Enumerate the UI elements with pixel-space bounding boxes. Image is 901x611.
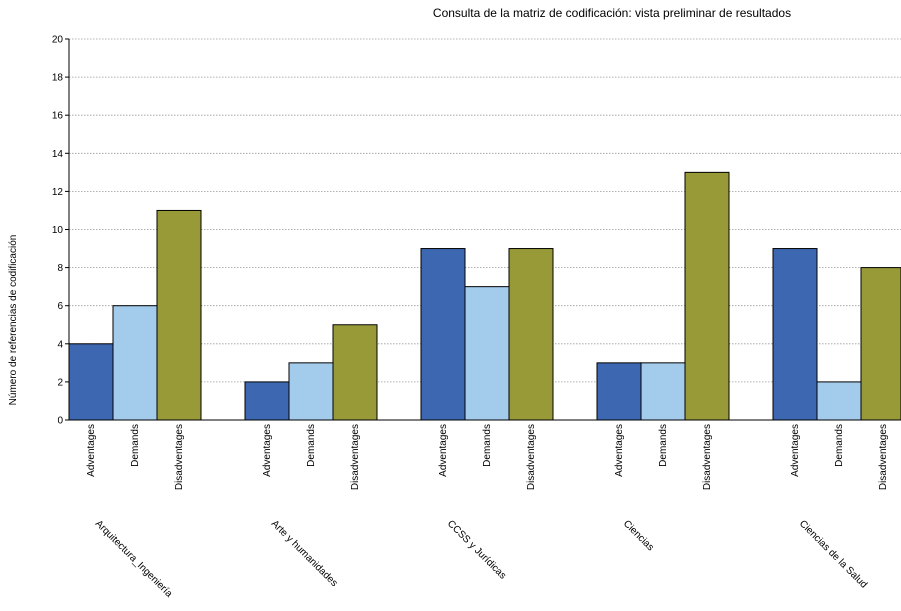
- y-tick-label: 6: [57, 301, 63, 312]
- y-tick-label: 0: [57, 416, 63, 427]
- x-category-label: Disadventages: [702, 424, 713, 490]
- x-category-label: Demands: [482, 424, 493, 467]
- y-tick-label: 14: [52, 149, 64, 160]
- category-labels: Adventages Demands Disadventages Adventages…: [86, 424, 889, 490]
- x-category-label: Adventages: [86, 424, 97, 477]
- x-category-label: Disadventages: [526, 424, 537, 490]
- y-axis-label: Número de referencias de codificación: [8, 235, 19, 406]
- bar: [420, 248, 466, 421]
- gridlines: [69, 38, 901, 383]
- x-category-label: Demands: [834, 424, 845, 467]
- bar: [112, 305, 158, 421]
- y-tick-label: 10: [52, 225, 64, 236]
- group-label: Ciencias: [621, 518, 656, 553]
- bar: [244, 381, 290, 421]
- bar: [464, 286, 510, 421]
- x-category-label: Disadventages: [174, 424, 185, 490]
- y-tick-label: 2: [57, 377, 63, 388]
- bar: [332, 324, 378, 421]
- group-label: Arte y humanidades: [269, 518, 340, 589]
- bar: [508, 248, 554, 421]
- group-label: Arquitectura_Ingeniería: [93, 518, 175, 600]
- x-category-label: Adventages: [262, 424, 273, 477]
- bar: [772, 248, 818, 421]
- y-tick-label: 4: [57, 339, 63, 350]
- bar: [288, 362, 334, 421]
- y-tick-label: 12: [52, 187, 64, 198]
- y-tick-label: 16: [52, 111, 64, 122]
- y-axis-ticks: 0 2 4 6 8 10 12 14 16 18 20: [52, 35, 70, 427]
- y-tick-label: 18: [52, 73, 64, 84]
- x-category-label: Adventages: [614, 424, 625, 477]
- group-label: Ciencias de la Salud: [797, 518, 869, 590]
- x-category-label: Adventages: [438, 424, 449, 477]
- x-category-label: Demands: [658, 424, 669, 467]
- bar: [860, 267, 901, 421]
- group-labels: Arquitectura_Ingeniería Arte y humanidade…: [93, 518, 869, 600]
- x-category-label: Disadventages: [350, 424, 361, 490]
- chart-title: Consulta de la matriz de codificación: v…: [433, 6, 791, 20]
- x-category-label: Disadventages: [878, 424, 889, 490]
- bar: [684, 171, 730, 421]
- bar: [156, 209, 202, 421]
- bar: [596, 362, 642, 421]
- bars: [68, 171, 901, 421]
- x-category-label: Demands: [130, 424, 141, 467]
- x-category-label: Demands: [306, 424, 317, 467]
- y-tick-label: 8: [57, 263, 63, 274]
- y-tick-label: 20: [52, 35, 64, 46]
- bar: [68, 343, 114, 421]
- x-category-label: Adventages: [790, 424, 801, 477]
- group-label: CCSS y Jurídicas: [445, 518, 508, 581]
- bar: [816, 381, 862, 421]
- bar: [640, 362, 686, 421]
